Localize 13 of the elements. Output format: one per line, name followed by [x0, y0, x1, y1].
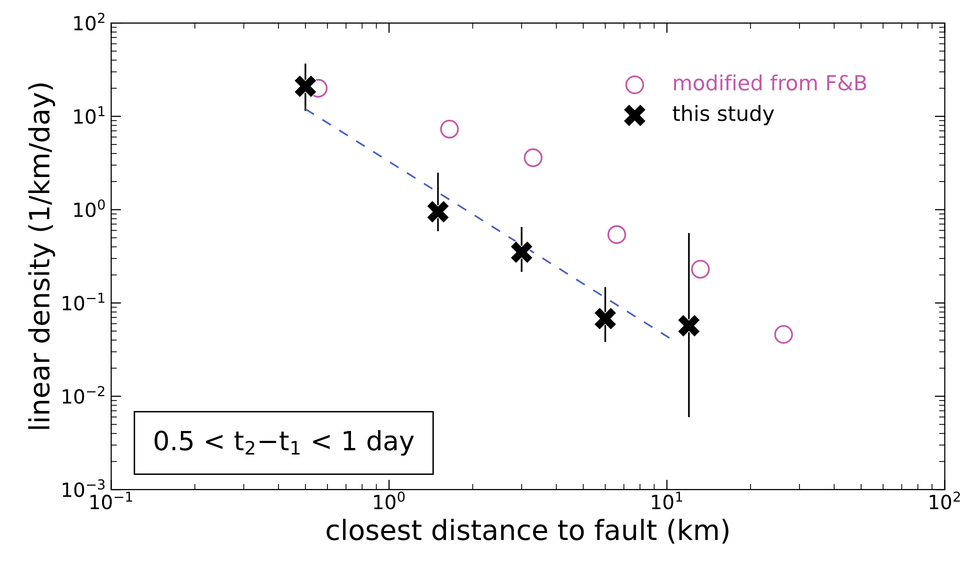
legend-label: this study: [672, 105, 774, 126]
y-tick-label: 10$^{1}$: [74, 106, 104, 124]
y-tick-label: 10$^{−2}$: [62, 386, 104, 404]
y-axis-title: linear density (1/km/day): [28, 84, 56, 429]
x-tick-label: 10$^{0}$: [374, 492, 405, 510]
x-tick-label: 10$^{1}$: [652, 492, 682, 510]
y-tick-label: 10$^{−1}$: [62, 292, 104, 311]
x-axis-title: closest distance to fault (km): [326, 518, 728, 544]
annotation: 0.5 < t$_{2}$−t$_{1}$ < 1 day: [154, 430, 414, 456]
x-tick-label: 10$^{2}$: [930, 492, 960, 510]
y-tick-label: 10$^{2}$: [74, 12, 104, 31]
y-tick-label: 10$^{0}$: [74, 199, 105, 218]
legend-label: modified from F&B: [674, 74, 866, 91]
